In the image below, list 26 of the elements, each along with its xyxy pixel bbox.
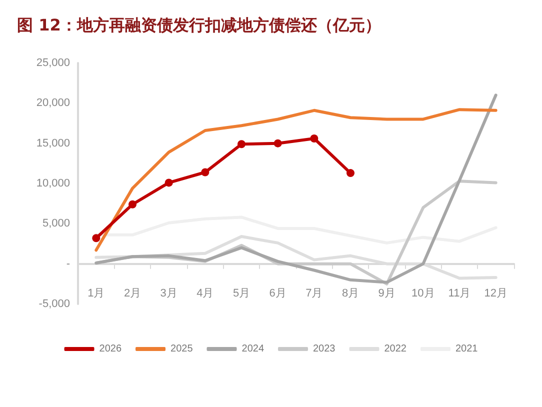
chart-title: 图 12：地方再融资债发行扣减地方债偿还（亿元） [17, 16, 381, 34]
legend-label: 2024 [242, 344, 264, 354]
y-tick-label: 5,000 [42, 218, 70, 230]
y-tick-label: - [66, 258, 70, 270]
legend-label: 2026 [99, 344, 122, 354]
legend-label: 2021 [455, 344, 478, 354]
y-tick-label: 10,000 [36, 178, 70, 190]
x-tick-label: 6月 [269, 287, 286, 300]
legend-label: 2023 [313, 344, 336, 354]
x-tick-label: 11月 [448, 287, 471, 300]
y-tick-label: -5,000 [38, 298, 70, 310]
x-tick-label: 8月 [342, 287, 360, 300]
y-tick-label: 15,000 [36, 137, 70, 150]
x-tick-label: 2月 [124, 287, 142, 300]
x-tick-label: 7月 [306, 287, 323, 300]
x-tick-label: 1月 [88, 287, 105, 300]
x-tick-label: 3月 [160, 287, 178, 300]
x-tick-label: 12月 [484, 287, 508, 300]
legend-label: 2025 [170, 344, 194, 354]
y-tick-label: 25,000 [36, 57, 70, 69]
x-tick-label: 10月 [412, 287, 435, 300]
legend-label: 2022 [384, 344, 407, 354]
x-tick-label: 4月 [196, 287, 214, 300]
y-tick-label: 20,000 [36, 97, 70, 110]
x-tick-label: 5月 [232, 287, 250, 300]
x-tick-label: 9月 [378, 287, 396, 300]
